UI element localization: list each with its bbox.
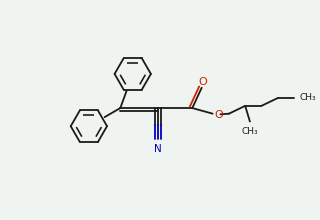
Text: N: N xyxy=(154,144,162,154)
Text: CH₃: CH₃ xyxy=(300,93,316,102)
Text: O: O xyxy=(199,77,207,87)
Text: O: O xyxy=(214,110,223,120)
Text: CH₃: CH₃ xyxy=(242,127,258,136)
